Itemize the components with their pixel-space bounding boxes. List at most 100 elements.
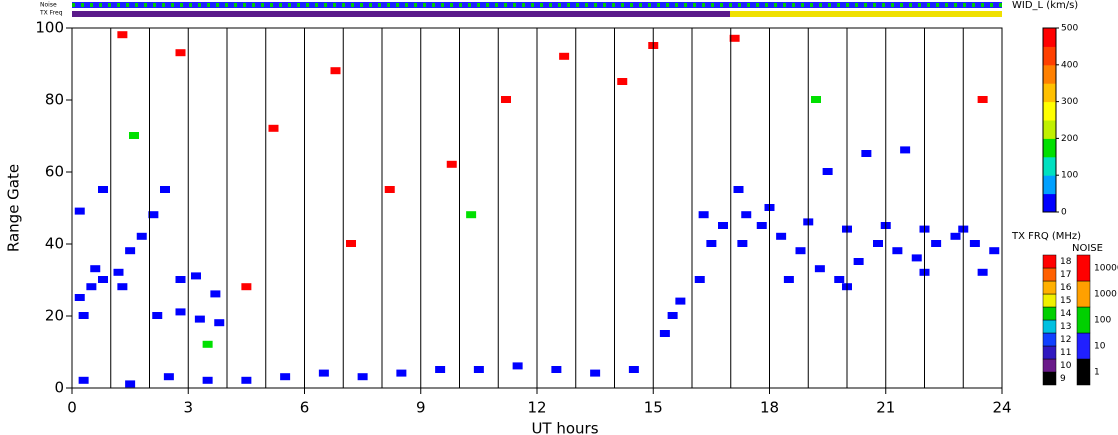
echo-point — [241, 283, 252, 291]
colorbar-segment — [1042, 306, 1057, 321]
echo-point — [346, 240, 356, 247]
colorbar-segment — [1043, 28, 1056, 47]
colorbar-segment — [1043, 64, 1056, 84]
colorbar-segment — [1042, 319, 1057, 334]
echo-point — [892, 247, 903, 255]
echo-point — [659, 330, 670, 337]
x-tick-label: 6 — [300, 399, 310, 417]
echo-point — [384, 186, 395, 193]
echo-point — [617, 78, 628, 85]
echo-point — [214, 319, 225, 327]
x-tick-label: 0 — [67, 399, 77, 417]
colorbar-segment — [1076, 280, 1091, 308]
echo-point — [811, 96, 821, 103]
echo-point — [202, 376, 213, 384]
echo-point — [795, 247, 806, 255]
echo-point — [202, 340, 213, 348]
echo-point — [175, 308, 186, 316]
y-tick-label: 80 — [45, 91, 64, 109]
echo-point — [977, 96, 988, 103]
colorbar-segment — [1042, 254, 1057, 269]
colorbar-segment — [1076, 254, 1091, 282]
colorbar-tick-label: 100 — [1061, 171, 1078, 181]
echo-point — [90, 265, 101, 273]
echo-point — [241, 376, 252, 384]
echo-point — [969, 240, 980, 247]
echo-point — [950, 232, 961, 240]
echo-point — [694, 276, 705, 283]
echo-point — [741, 211, 752, 219]
noise-bar-stripes — [72, 3, 1002, 7]
colorbar-tick-label: 14 — [1060, 309, 1072, 319]
y-tick-label: 60 — [45, 163, 64, 181]
colorbar-tick-label: 0 — [1061, 208, 1067, 218]
colorbar-segment — [1043, 46, 1056, 66]
echo-point — [435, 366, 446, 373]
echo-point — [78, 312, 89, 319]
colorbar-tick-label: 1000 — [1094, 290, 1117, 300]
colorbar-tick-label: 200 — [1061, 134, 1078, 144]
colorbar-segment — [1042, 293, 1057, 308]
colorbar-tick-label: 16 — [1060, 283, 1072, 293]
colorbar-segment — [1076, 306, 1091, 334]
echo-point — [911, 254, 922, 262]
colorbar-label: NOISE — [1072, 243, 1103, 254]
colorbar-tick-label: 13 — [1060, 322, 1071, 332]
echo-point — [125, 247, 136, 255]
colorbar-tick-label: 400 — [1061, 60, 1078, 70]
echo-point — [117, 31, 128, 39]
echo-point — [163, 373, 174, 381]
echo-point — [74, 207, 85, 215]
echo-point — [98, 276, 108, 283]
colorbar-segment — [1076, 358, 1091, 386]
colorbar-tick-label: 100 — [1094, 316, 1111, 326]
echo-point — [501, 96, 511, 103]
colorbar-segment — [1042, 345, 1057, 360]
echo-point — [861, 150, 872, 157]
echo-point — [989, 247, 1000, 255]
echo-point — [931, 240, 942, 247]
x-tick-label: 9 — [416, 399, 426, 417]
colorbar-segment — [1042, 280, 1057, 295]
echo-point — [733, 186, 744, 193]
echo-point — [160, 186, 170, 193]
colorbar-segment — [1043, 156, 1056, 176]
colorbar-segment — [1043, 138, 1056, 158]
echo-point — [977, 268, 988, 276]
x-tick-label: 21 — [876, 399, 895, 417]
echo-point — [473, 366, 484, 373]
colorbar-tick-label: 17 — [1060, 270, 1071, 280]
colorbar-tick-label: 300 — [1061, 97, 1078, 107]
echo-point — [776, 232, 787, 240]
echo-point — [873, 240, 883, 247]
echo-point — [74, 294, 85, 301]
echo-point — [268, 124, 279, 132]
txfreq-label: TX Freq — [39, 10, 63, 17]
echo-point — [175, 276, 186, 283]
echo-point — [191, 272, 201, 280]
x-axis-label: UT hours — [531, 420, 598, 435]
echo-point — [834, 276, 845, 283]
echo-point — [783, 276, 794, 283]
echo-point — [706, 240, 717, 247]
txfreq-bar — [730, 11, 1002, 17]
noise-label: Noise — [40, 2, 57, 9]
echo-point — [330, 67, 341, 75]
echo-point — [396, 369, 407, 377]
echo-point — [113, 268, 124, 276]
y-axis-label: Range Gate — [5, 164, 23, 252]
colorbar-segment — [1043, 101, 1056, 121]
echo-point — [814, 265, 825, 273]
echo-point — [512, 362, 523, 370]
echo-point — [675, 297, 686, 305]
echo-point — [551, 366, 562, 373]
echo-point — [900, 146, 911, 154]
echo-point — [756, 222, 767, 229]
colorbar-label: WID_L (km/s) — [1012, 0, 1078, 11]
echo-point — [148, 211, 159, 219]
txfreq-bar — [72, 11, 730, 17]
colorbar-segment — [1043, 175, 1056, 195]
y-tick-label: 0 — [54, 379, 64, 397]
y-tick-label: 20 — [45, 307, 64, 325]
echo-point — [853, 258, 864, 265]
